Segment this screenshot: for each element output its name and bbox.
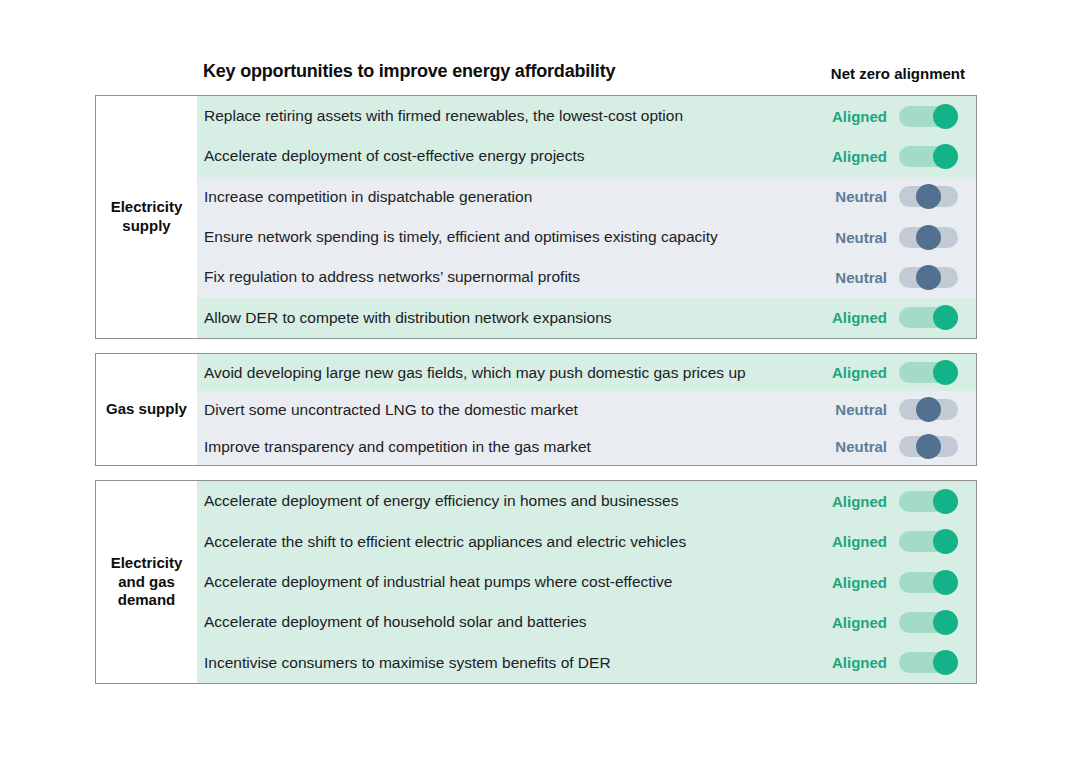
- status-label: Aligned: [815, 148, 887, 165]
- opportunity-text: Avoid developing large new gas fields, w…: [204, 364, 815, 382]
- status-label: Aligned: [815, 364, 887, 381]
- status-label: Aligned: [815, 309, 887, 326]
- opportunity-row: Divert some uncontracted LNG to the dome…: [197, 391, 976, 428]
- status-label: Aligned: [815, 654, 887, 671]
- opportunity-row: Improve transparency and competition in …: [197, 428, 976, 465]
- alignment-toggle[interactable]: [899, 491, 958, 512]
- opportunity-text: Accelerate deployment of cost-effective …: [204, 147, 815, 165]
- section-rows: Replace retiring assets with firmed rene…: [197, 96, 976, 338]
- alignment-toggle[interactable]: [899, 146, 958, 167]
- opportunity-row: Accelerate the shift to efficient electr…: [197, 521, 976, 561]
- opportunity-row: Fix regulation to address networks’ supe…: [197, 257, 976, 297]
- toggle-knob: [916, 225, 941, 250]
- netzero-column-header: Net zero alignment: [831, 65, 965, 82]
- toggle-knob: [933, 610, 958, 635]
- toggle-knob: [933, 360, 958, 385]
- toggle-knob: [933, 650, 958, 675]
- alignment-toggle[interactable]: [899, 362, 958, 383]
- opportunity-text: Accelerate the shift to efficient electr…: [204, 533, 815, 551]
- page-title: Key opportunities to improve energy affo…: [203, 61, 615, 82]
- alignment-toggle[interactable]: [899, 652, 958, 673]
- status-label: Neutral: [815, 438, 887, 455]
- alignment-toggle[interactable]: [899, 399, 958, 420]
- status-label: Aligned: [815, 574, 887, 591]
- alignment-toggle[interactable]: [899, 436, 958, 457]
- opportunity-text: Allow DER to compete with distribution n…: [204, 309, 815, 327]
- opportunity-text: Ensure network spending is timely, effic…: [204, 228, 815, 246]
- section-label: Electricity supply: [96, 96, 197, 338]
- section-rows: Accelerate deployment of energy efficien…: [197, 481, 976, 683]
- alignment-toggle[interactable]: [899, 106, 958, 127]
- toggle-knob: [933, 144, 958, 169]
- toggle-knob: [933, 529, 958, 554]
- opportunity-row: Accelerate deployment of cost-effective …: [197, 136, 976, 176]
- status-label: Aligned: [815, 108, 887, 125]
- status-label: Aligned: [815, 614, 887, 631]
- section-box: Electricity supply Replace retiring asset…: [95, 95, 977, 339]
- section-box: Electricity and gas demand Accelerate dep…: [95, 480, 977, 684]
- alignment-toggle[interactable]: [899, 186, 958, 207]
- status-label: Neutral: [815, 401, 887, 418]
- opportunity-text: Divert some uncontracted LNG to the dome…: [204, 401, 815, 419]
- opportunity-row: Incentivise consumers to maximise system…: [197, 643, 976, 683]
- section-box: Gas supply Avoid developing large new gas…: [95, 353, 977, 466]
- opportunity-text: Incentivise consumers to maximise system…: [204, 654, 815, 672]
- opportunity-row: Avoid developing large new gas fields, w…: [197, 354, 976, 391]
- opportunity-row: Replace retiring assets with firmed rene…: [197, 96, 976, 136]
- toggle-knob: [933, 305, 958, 330]
- opportunity-text: Accelerate deployment of household solar…: [204, 613, 815, 631]
- toggle-knob: [916, 434, 941, 459]
- status-label: Neutral: [815, 269, 887, 286]
- toggle-knob: [916, 397, 941, 422]
- opportunity-text: Increase competition in dispatchable gen…: [204, 188, 815, 206]
- toggle-knob: [933, 104, 958, 129]
- toggle-knob: [933, 570, 958, 595]
- alignment-toggle[interactable]: [899, 612, 958, 633]
- opportunity-row: Allow DER to compete with distribution n…: [197, 298, 976, 338]
- toggle-knob: [916, 265, 941, 290]
- opportunity-row: Increase competition in dispatchable gen…: [197, 177, 976, 217]
- alignment-toggle[interactable]: [899, 572, 958, 593]
- alignment-toggle[interactable]: [899, 267, 958, 288]
- alignment-toggle[interactable]: [899, 531, 958, 552]
- opportunity-text: Accelerate deployment of industrial heat…: [204, 573, 815, 591]
- alignment-toggle[interactable]: [899, 227, 958, 248]
- opportunity-text: Improve transparency and competition in …: [204, 438, 815, 456]
- opportunity-row: Accelerate deployment of industrial heat…: [197, 562, 976, 602]
- toggle-knob: [916, 184, 941, 209]
- opportunity-text: Replace retiring assets with firmed rene…: [204, 107, 815, 125]
- opportunity-row: Accelerate deployment of household solar…: [197, 602, 976, 642]
- figure-canvas: Key opportunities to improve energy affo…: [0, 0, 1090, 757]
- opportunity-text: Fix regulation to address networks’ supe…: [204, 268, 815, 286]
- toggle-knob: [933, 489, 958, 514]
- section-label: Electricity and gas demand: [96, 481, 197, 683]
- opportunity-text: Accelerate deployment of energy efficien…: [204, 492, 815, 510]
- status-label: Aligned: [815, 493, 887, 510]
- alignment-toggle[interactable]: [899, 307, 958, 328]
- status-label: Neutral: [815, 229, 887, 246]
- section-rows: Avoid developing large new gas fields, w…: [197, 354, 976, 465]
- opportunity-row: Accelerate deployment of energy efficien…: [197, 481, 976, 521]
- opportunity-row: Ensure network spending is timely, effic…: [197, 217, 976, 257]
- section-label: Gas supply: [96, 354, 197, 465]
- status-label: Aligned: [815, 533, 887, 550]
- status-label: Neutral: [815, 188, 887, 205]
